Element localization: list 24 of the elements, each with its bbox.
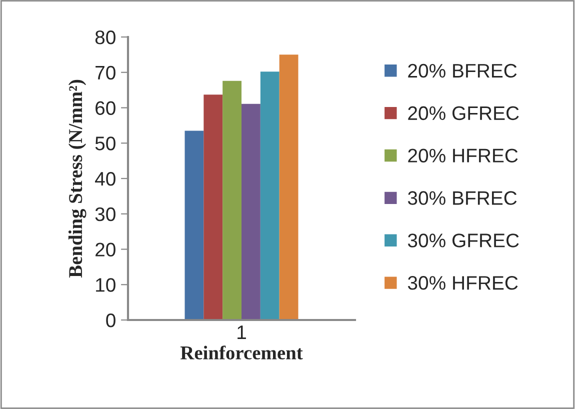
bar	[242, 104, 260, 320]
bar	[260, 72, 280, 320]
bar	[184, 130, 204, 320]
legend-label: 30% GFREC	[408, 234, 519, 248]
legend-label: 20% GFREC	[408, 106, 519, 120]
bar	[204, 94, 223, 320]
legend-label: 30% HFREC	[408, 276, 518, 290]
y-tick-label: 20	[96, 242, 116, 256]
y-tick-label: 0	[106, 313, 116, 328]
y-axis-title: Bending Stress (N/mm²)	[68, 80, 86, 278]
bar	[222, 80, 242, 320]
x-axis-title: Reinforcement	[180, 346, 303, 360]
y-tick-label: 80	[95, 30, 116, 44]
y-tick-label: 30	[95, 207, 116, 222]
y-tick-label: 60	[96, 101, 116, 115]
x-tick-label: 1	[238, 326, 246, 339]
legend-label: 20% HFREC	[408, 148, 518, 163]
legend-label: 20% BFREC	[408, 64, 517, 78]
y-tick-label: 70	[96, 66, 116, 80]
legend-label: 30% BFREC	[408, 191, 517, 205]
y-tick-label: 50	[95, 136, 116, 150]
bar	[279, 54, 298, 320]
y-tick-label: 10	[96, 278, 116, 292]
y-tick-label: 40	[95, 172, 116, 186]
